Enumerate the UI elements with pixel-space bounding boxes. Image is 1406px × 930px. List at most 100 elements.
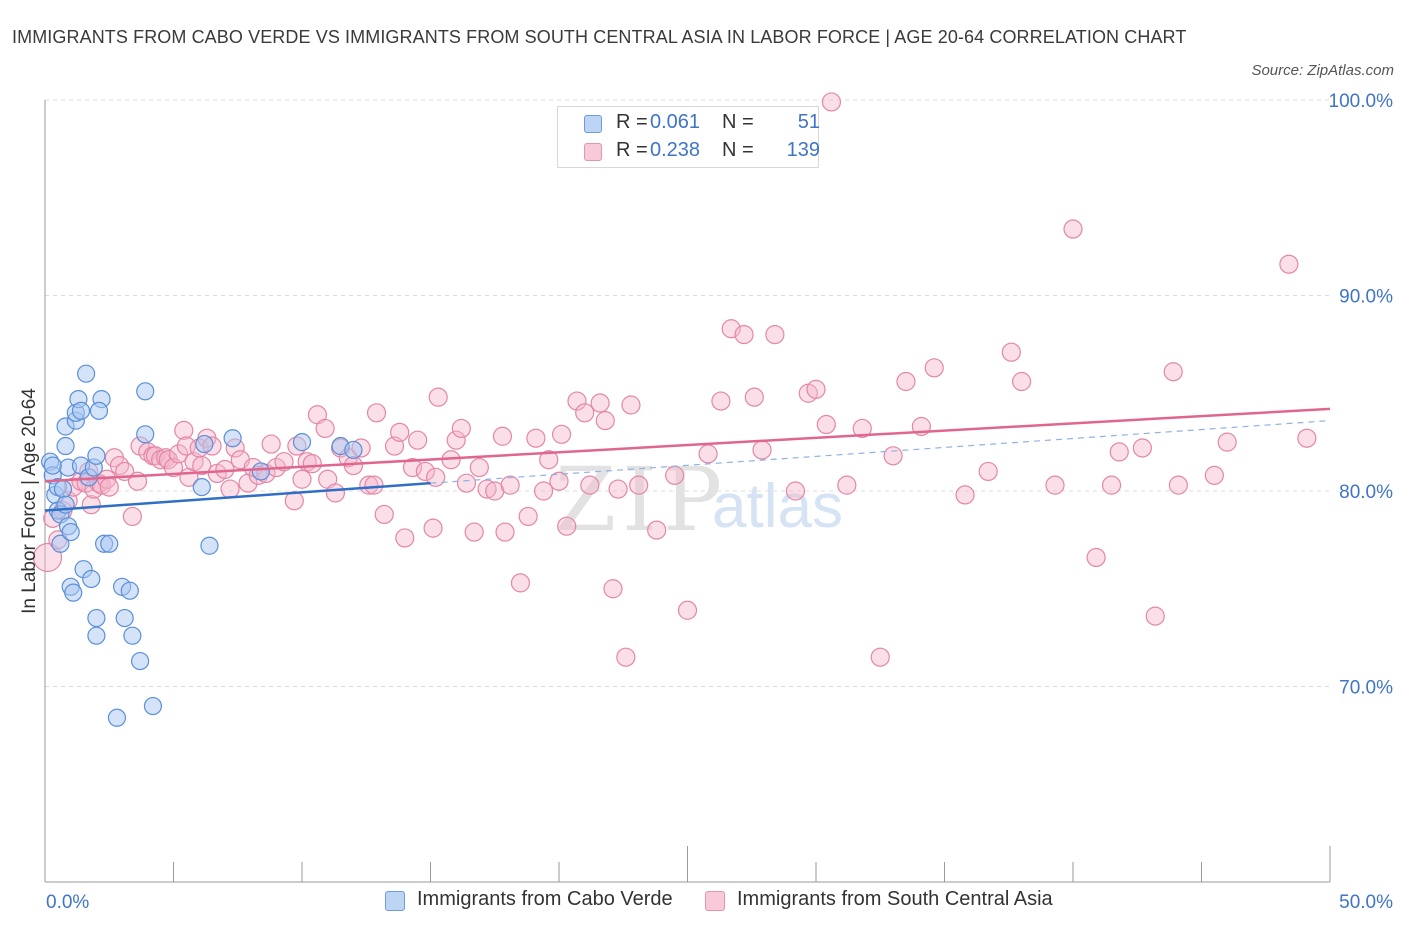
pink-point	[551, 424, 572, 444]
y-tick-label: 90.0%	[1339, 287, 1393, 308]
watermark-zip: ZIP	[555, 448, 728, 551]
blue-point	[192, 477, 211, 497]
blue-point	[136, 382, 155, 401]
pink-point	[549, 471, 569, 491]
pink-point	[274, 452, 294, 472]
pink-point	[1109, 442, 1129, 462]
pink-point	[292, 469, 312, 489]
pink-point	[595, 411, 615, 431]
pink-point	[1101, 475, 1122, 495]
pink-point	[616, 647, 636, 667]
pink-point	[533, 481, 554, 501]
pink-point	[870, 647, 890, 667]
pink-point	[1163, 362, 1183, 382]
pink-point	[621, 395, 641, 415]
pink-point	[518, 506, 538, 527]
pink-point	[395, 528, 415, 548]
pink-point	[1011, 371, 1032, 392]
pink-point	[325, 483, 346, 503]
x-tick-label: 0.0%	[46, 892, 89, 913]
pink-point	[446, 430, 466, 450]
pink-point	[500, 475, 520, 495]
blue-point	[64, 583, 83, 602]
pink-point	[603, 579, 623, 599]
watermark-atlas: atlas	[712, 472, 843, 541]
pink-point	[1132, 438, 1152, 458]
pink-point	[883, 446, 903, 466]
pink-point	[955, 485, 975, 505]
pink-point	[1086, 547, 1106, 568]
pink-point	[109, 455, 130, 476]
blue-point	[130, 651, 150, 671]
x-tick-label: 50.0%	[1339, 892, 1393, 913]
legend-n-label: N =	[722, 139, 754, 161]
pink-point	[174, 420, 194, 440]
axes	[44, 100, 1331, 883]
trend-line-cabo-verde-projection	[430, 420, 1331, 484]
pink-point	[477, 479, 497, 499]
blue-point	[115, 608, 134, 628]
pink-point	[978, 461, 998, 482]
pink-point	[364, 475, 384, 495]
series-legend: Immigrants from Cabo Verde Immigrants fr…	[0, 888, 1406, 918]
y-tick-label: 100.0%	[1329, 91, 1394, 112]
legend-r-label: R =	[616, 111, 648, 133]
pink-point	[169, 444, 189, 464]
pink-point	[575, 403, 595, 423]
trend-line-south-central-asia	[44, 407, 1331, 483]
pink-point	[526, 428, 546, 448]
axis-labels: 70.0% 80.0% 90.0% 100.0% 0.0% 50.0% In Labor F…	[19, 91, 1393, 913]
pink-point	[821, 92, 842, 112]
pink-point	[629, 475, 649, 495]
chart-source: Source: ZipAtlas.com	[1251, 62, 1394, 79]
blue-point	[136, 425, 155, 444]
pink-point	[765, 325, 785, 345]
legend-n-value: 51	[797, 111, 820, 133]
pink-point	[122, 506, 142, 527]
pink-point	[390, 422, 410, 442]
pink-point	[1063, 219, 1083, 239]
pink-point	[896, 371, 916, 392]
pink-point	[816, 414, 836, 435]
blue-point	[89, 401, 109, 420]
pink-point	[1297, 428, 1317, 448]
pink-point	[647, 520, 667, 540]
legend-n-label: N =	[722, 111, 754, 133]
pink-point	[343, 455, 363, 476]
series-south-central-asia	[32, 92, 1317, 667]
pink-point	[711, 391, 731, 411]
pink-point	[752, 440, 772, 460]
pink-point	[608, 479, 628, 499]
stats-legend: R = 0.061 N = 51 R = 0.238 N = 139	[557, 106, 820, 168]
pink-point	[665, 465, 685, 485]
legend-n-value: 139	[786, 139, 820, 161]
blue-point	[61, 522, 80, 542]
pink-point	[192, 455, 212, 476]
pink-point	[1045, 475, 1065, 495]
blue-point	[87, 626, 106, 645]
pink-point	[402, 457, 423, 478]
blue-point	[200, 536, 219, 555]
blue-point	[77, 364, 96, 383]
blue-point	[43, 456, 62, 475]
blue-point	[71, 401, 91, 420]
blue-point	[195, 434, 214, 454]
legend-swatch-blue	[385, 891, 405, 911]
pink-point	[428, 387, 448, 407]
pink-point	[677, 600, 698, 620]
pink-point	[567, 391, 587, 411]
trend-line-cabo-verde	[44, 481, 431, 512]
blue-point	[87, 608, 106, 628]
pink-point	[426, 467, 446, 487]
pink-point	[1145, 606, 1165, 626]
pink-point	[492, 426, 513, 446]
pink-point	[924, 358, 944, 378]
pink-point	[220, 479, 240, 499]
blue-point	[100, 534, 119, 553]
blue-point	[56, 436, 75, 456]
blue-point	[51, 534, 70, 553]
blue-point	[123, 626, 142, 645]
pink-point	[456, 473, 477, 493]
legend-swatch-blue	[584, 115, 602, 133]
